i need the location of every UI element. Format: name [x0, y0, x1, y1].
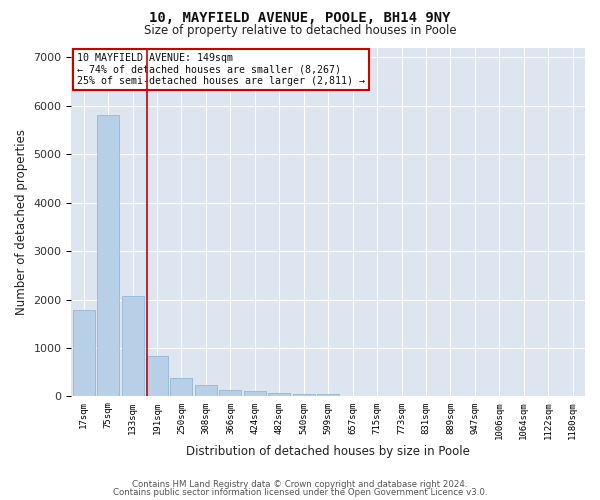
Y-axis label: Number of detached properties: Number of detached properties [15, 129, 28, 315]
Bar [122, 296, 143, 396]
Bar [170, 378, 193, 396]
Text: Contains HM Land Registry data © Crown copyright and database right 2024.: Contains HM Land Registry data © Crown c… [132, 480, 468, 489]
Bar [317, 394, 339, 396]
Bar [244, 391, 266, 396]
X-axis label: Distribution of detached houses by size in Poole: Distribution of detached houses by size … [186, 444, 470, 458]
Text: 10, MAYFIELD AVENUE, POOLE, BH14 9NY: 10, MAYFIELD AVENUE, POOLE, BH14 9NY [149, 11, 451, 25]
Bar [293, 394, 315, 396]
Bar [73, 310, 95, 396]
Text: 10 MAYFIELD AVENUE: 149sqm
← 74% of detached houses are smaller (8,267)
25% of s: 10 MAYFIELD AVENUE: 149sqm ← 74% of deta… [77, 52, 365, 86]
Bar [195, 386, 217, 396]
Bar [268, 392, 290, 396]
Bar [146, 356, 168, 397]
Text: Size of property relative to detached houses in Poole: Size of property relative to detached ho… [143, 24, 457, 37]
Bar [220, 390, 241, 396]
Bar [97, 116, 119, 396]
Text: Contains public sector information licensed under the Open Government Licence v3: Contains public sector information licen… [113, 488, 487, 497]
